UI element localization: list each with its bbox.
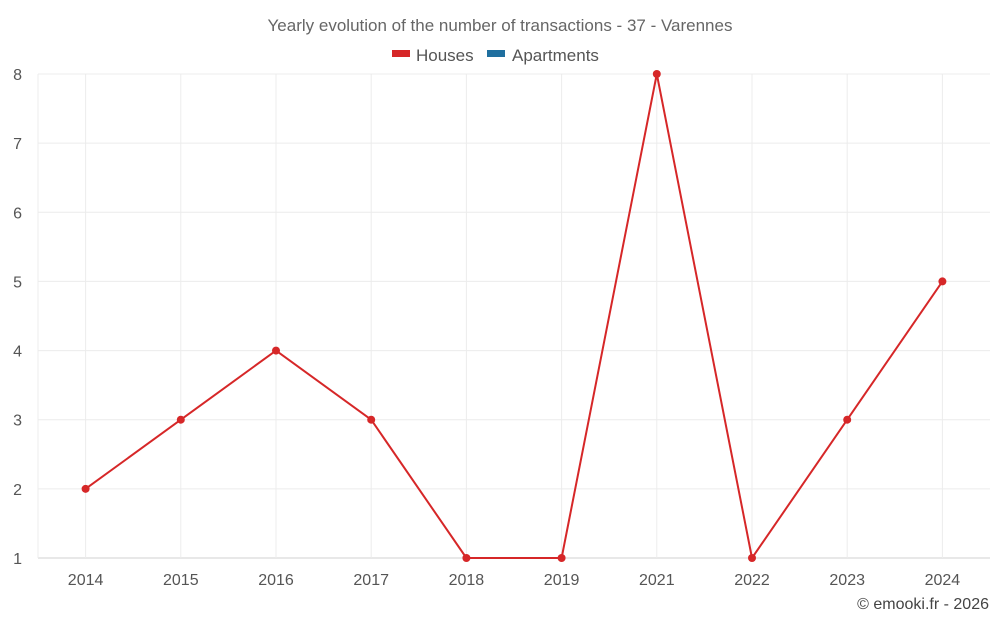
y-tick-label: 2 bbox=[13, 482, 22, 499]
x-tick-label: 2023 bbox=[829, 572, 865, 589]
y-tick-label: 6 bbox=[13, 205, 22, 222]
data-point-houses[interactable] bbox=[272, 346, 280, 355]
x-tick-label: 2017 bbox=[353, 572, 389, 589]
grid bbox=[37, 73, 990, 559]
data-point-houses[interactable] bbox=[367, 415, 376, 424]
series-houses bbox=[81, 70, 947, 562]
y-tick-label: 7 bbox=[13, 136, 22, 153]
y-tick-label: 1 bbox=[13, 551, 22, 568]
x-tick-label: 2014 bbox=[68, 572, 104, 589]
data-point-houses[interactable] bbox=[748, 554, 756, 562]
y-tick-label: 4 bbox=[13, 344, 22, 361]
data-point-houses[interactable] bbox=[462, 554, 471, 562]
legend-swatch-houses bbox=[392, 50, 410, 57]
y-tick-label: 8 bbox=[13, 67, 22, 84]
chart-title: Yearly evolution of the number of transa… bbox=[268, 16, 733, 35]
data-point-houses[interactable] bbox=[938, 277, 947, 286]
x-tick-label: 2021 bbox=[639, 572, 675, 589]
x-tick-label: 2022 bbox=[734, 572, 770, 589]
x-tick-label: 2019 bbox=[544, 572, 580, 589]
y-axis-ticks: 1 2 3 4 5 6 7 8 bbox=[13, 67, 22, 568]
x-tick-label: 2024 bbox=[925, 572, 961, 589]
y-tick-label: 5 bbox=[13, 274, 22, 291]
data-point-houses[interactable] bbox=[843, 415, 852, 424]
data-point-houses[interactable] bbox=[176, 415, 185, 424]
data-point-houses[interactable] bbox=[557, 554, 566, 562]
legend[interactable]: Houses Apartments bbox=[392, 46, 599, 65]
x-tick-label: 2015 bbox=[163, 572, 199, 589]
series-line-houses bbox=[85, 73, 944, 559]
data-point-houses[interactable] bbox=[652, 70, 661, 78]
legend-label-apartments[interactable]: Apartments bbox=[512, 46, 599, 65]
x-tick-label: 2018 bbox=[449, 572, 485, 589]
x-tick-label: 2016 bbox=[258, 572, 294, 589]
legend-label-houses[interactable]: Houses bbox=[416, 46, 474, 65]
credit-text: © emooki.fr - 2026 bbox=[857, 596, 989, 613]
x-axis-ticks: 2014 2015 2016 2017 2018 2019 2021 2022 2023 2024 bbox=[68, 572, 960, 589]
data-point-houses[interactable] bbox=[81, 484, 90, 493]
y-tick-label: 3 bbox=[13, 413, 22, 430]
legend-swatch-apartments bbox=[487, 50, 505, 57]
